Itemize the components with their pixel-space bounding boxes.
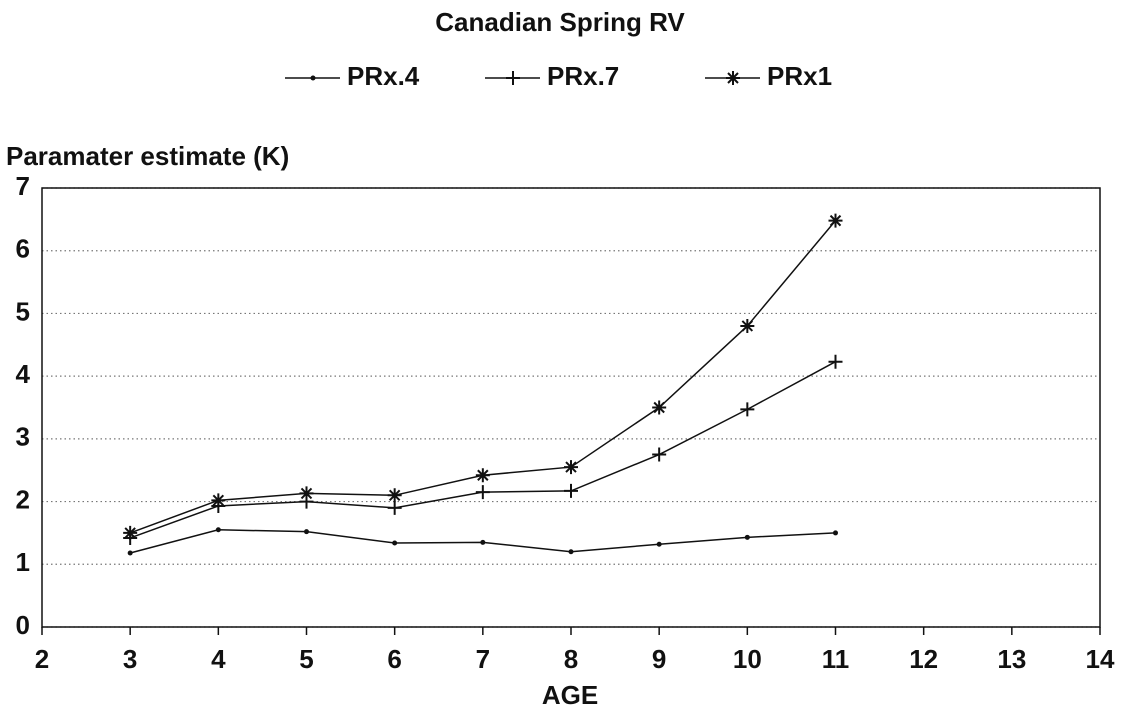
data-point [744, 534, 750, 540]
data-point [480, 539, 486, 545]
y-tick-label: 2 [16, 484, 30, 514]
data-point [392, 540, 398, 546]
legend-marker [310, 75, 316, 81]
data-point [127, 550, 133, 556]
x-tick-label: 3 [123, 644, 137, 674]
x-tick-label: 11 [822, 644, 850, 674]
x-tick-label: 6 [387, 644, 401, 674]
x-tick-label: 13 [997, 644, 1026, 674]
data-point [475, 485, 490, 500]
legend-label: PRx.4 [347, 61, 420, 91]
y-tick-label: 3 [16, 422, 30, 452]
legend-label: PRx1 [767, 61, 832, 91]
y-tick-label: 1 [16, 547, 30, 577]
x-tick-label: 4 [211, 644, 226, 674]
data-point [828, 213, 843, 228]
data-point [740, 318, 755, 333]
data-point [564, 460, 578, 475]
x-tick-label: 9 [652, 644, 666, 674]
legend-marker [726, 71, 740, 85]
y-tick-label: 4 [16, 359, 31, 389]
plot-frame [41, 187, 1101, 628]
x-tick-label: 5 [299, 644, 313, 674]
data-point [304, 529, 309, 535]
x-tick-label: 10 [733, 644, 762, 674]
x-tick-label: 8 [564, 644, 578, 674]
x-tick-label: 12 [909, 644, 938, 674]
data-point [123, 525, 138, 540]
y-tick-label: 0 [16, 610, 30, 640]
data-point [833, 530, 838, 536]
data-point [387, 488, 402, 503]
data-point [828, 354, 843, 369]
y-tick-label: 7 [16, 171, 30, 201]
legend-label: PRx.7 [547, 61, 619, 91]
data-point [475, 468, 490, 483]
x-axis-label: AGE [542, 680, 598, 710]
series-line [129, 361, 836, 539]
x-tick-label: 2 [35, 644, 49, 674]
x-tick-label: 14 [1086, 644, 1115, 674]
data-point [568, 549, 574, 555]
y-tick-label: 5 [16, 296, 30, 326]
data-point [740, 402, 755, 417]
y-axis-label: Paramater estimate (K) [6, 141, 289, 171]
y-tick-label: 6 [16, 234, 30, 264]
data-point [211, 493, 226, 508]
x-tick-label: 7 [476, 644, 490, 674]
data-point [652, 400, 667, 415]
chart-title: Canadian Spring RV [435, 7, 685, 37]
data-point [387, 500, 402, 515]
legend-marker [506, 71, 520, 85]
data-point [652, 447, 667, 462]
data-point [299, 486, 314, 501]
data-point [215, 527, 221, 533]
data-point [656, 541, 662, 547]
data-point [564, 483, 578, 498]
